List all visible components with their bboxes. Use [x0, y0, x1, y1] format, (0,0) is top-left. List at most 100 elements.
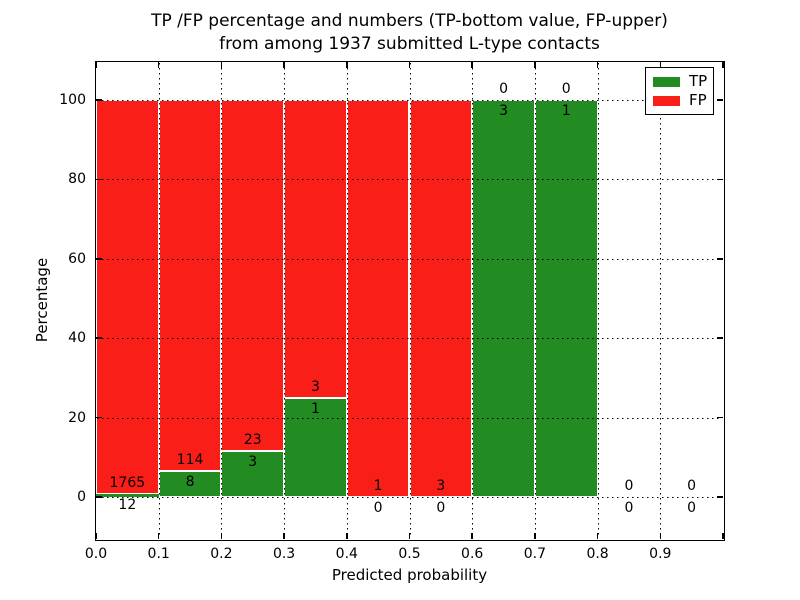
y-tick-mark — [717, 416, 723, 419]
gridline-vertical — [472, 63, 474, 538]
x-tick-mark — [346, 533, 348, 539]
x-tick-mark — [471, 533, 473, 539]
x-tick-mark — [534, 62, 536, 68]
value-label-tp: 1 — [310, 400, 320, 417]
bar-segment-fp — [96, 100, 159, 495]
x-axis-label: Predicted probability — [331, 566, 488, 584]
bar-segment-fp — [284, 100, 347, 398]
value-label-fp: 0 — [561, 81, 571, 97]
chart-title: TP /FP percentage and numbers (TP-bottom… — [96, 10, 723, 56]
tp-swatch-icon — [653, 76, 680, 87]
y-tick-mark — [96, 496, 102, 498]
chart-title-line2: from among 1937 submitted L-type contact… — [219, 34, 600, 54]
x-tick-label: 0.4 — [335, 546, 358, 562]
x-tick-label: 0.5 — [398, 546, 421, 562]
y-tick-mark — [96, 99, 102, 101]
legend-label-fp: FP — [689, 91, 707, 109]
x-tick-mark — [95, 62, 97, 68]
y-tick-label: 40 — [68, 330, 86, 347]
value-label-fp: 3 — [436, 478, 446, 494]
legend-item-fp: FP — [653, 91, 707, 109]
gridline-vertical — [660, 63, 662, 538]
y-tick-mark — [717, 99, 723, 101]
y-tick-label: 0 — [77, 489, 86, 505]
y-tick-label: 20 — [68, 409, 86, 426]
legend-item-tp: TP — [653, 72, 708, 90]
x-tick-label: 0.1 — [147, 546, 170, 562]
value-label-tp: 0 — [373, 500, 383, 516]
bar-segment-fp — [346, 100, 410, 497]
bar-segment-fp — [221, 100, 285, 452]
x-tick-mark — [157, 62, 160, 68]
value-label-tp: 12 — [118, 497, 137, 514]
value-label-tp: 0 — [436, 500, 446, 516]
value-label-fp: 114 — [176, 451, 204, 468]
x-tick-mark — [283, 533, 285, 539]
gridline-vertical — [221, 63, 223, 538]
y-tick-mark — [96, 258, 102, 260]
y-tick-mark — [717, 258, 723, 260]
value-label-fp: 23 — [243, 432, 262, 449]
bar-segment-tp — [158, 470, 222, 497]
chart-title-line1: TP /FP percentage and numbers (TP-bottom… — [151, 11, 668, 31]
y-tick-mark — [717, 496, 723, 498]
value-label-tp: 3 — [499, 103, 508, 119]
value-label-fp: 0 — [624, 478, 634, 494]
bar-segment-tp — [284, 397, 347, 497]
bar-segment-fp — [158, 100, 222, 471]
y-tick-mark — [717, 337, 723, 339]
value-label-fp: 1 — [373, 478, 383, 494]
x-tick-label: 0.3 — [272, 546, 296, 562]
gridline-vertical — [158, 63, 160, 538]
x-tick-label: 0.2 — [210, 546, 233, 562]
gridline-vertical — [346, 63, 348, 538]
x-tick-mark — [596, 62, 599, 68]
x-tick-mark — [220, 62, 223, 68]
gridline-vertical — [409, 63, 411, 538]
legend: TP FP — [645, 67, 714, 115]
bar-segment-tp — [534, 100, 598, 497]
x-tick-mark — [722, 62, 724, 68]
x-tick-mark — [157, 533, 160, 539]
gridline-vertical — [284, 63, 286, 538]
gridline-vertical — [534, 63, 536, 538]
plot-area — [95, 61, 725, 541]
value-label-fp: 0 — [499, 81, 508, 97]
x-tick-mark — [408, 533, 411, 539]
x-tick-label: 0.9 — [649, 546, 672, 562]
value-label-fp: 3 — [310, 378, 320, 395]
bar-segment-tp — [96, 494, 159, 497]
x-tick-mark — [220, 533, 223, 539]
x-tick-mark — [534, 533, 536, 539]
y-tick-label: 100 — [59, 92, 86, 108]
fp-swatch-icon — [653, 95, 680, 106]
y-tick-mark — [96, 178, 102, 181]
x-tick-label: 0.8 — [586, 546, 609, 562]
y-tick-mark — [96, 337, 102, 339]
x-tick-label: 0.7 — [523, 546, 547, 562]
bar-segment-fp — [409, 100, 473, 497]
y-tick-mark — [96, 416, 102, 419]
legend-label-tp: TP — [689, 72, 708, 90]
value-label-tp: 1 — [561, 103, 571, 119]
x-tick-label: 0.0 — [84, 546, 108, 562]
x-tick-mark — [471, 62, 473, 68]
gridline-vertical — [597, 63, 599, 538]
value-label-fp: 1765 — [109, 475, 146, 492]
bar-segment-tp — [472, 100, 535, 497]
value-label-tp: 3 — [248, 454, 258, 471]
y-tick-mark — [717, 178, 723, 181]
x-tick-mark — [95, 533, 97, 539]
value-label-tp: 0 — [687, 500, 697, 516]
y-tick-label: 60 — [68, 250, 86, 267]
y-tick-label: 80 — [68, 171, 86, 188]
x-tick-mark — [283, 62, 285, 68]
x-tick-mark — [408, 62, 411, 68]
x-tick-mark — [659, 62, 662, 68]
x-tick-mark — [659, 533, 662, 539]
x-tick-label: 0.6 — [461, 546, 484, 562]
x-tick-mark — [596, 533, 599, 539]
x-tick-mark — [722, 533, 724, 539]
value-label-fp: 0 — [687, 478, 697, 494]
